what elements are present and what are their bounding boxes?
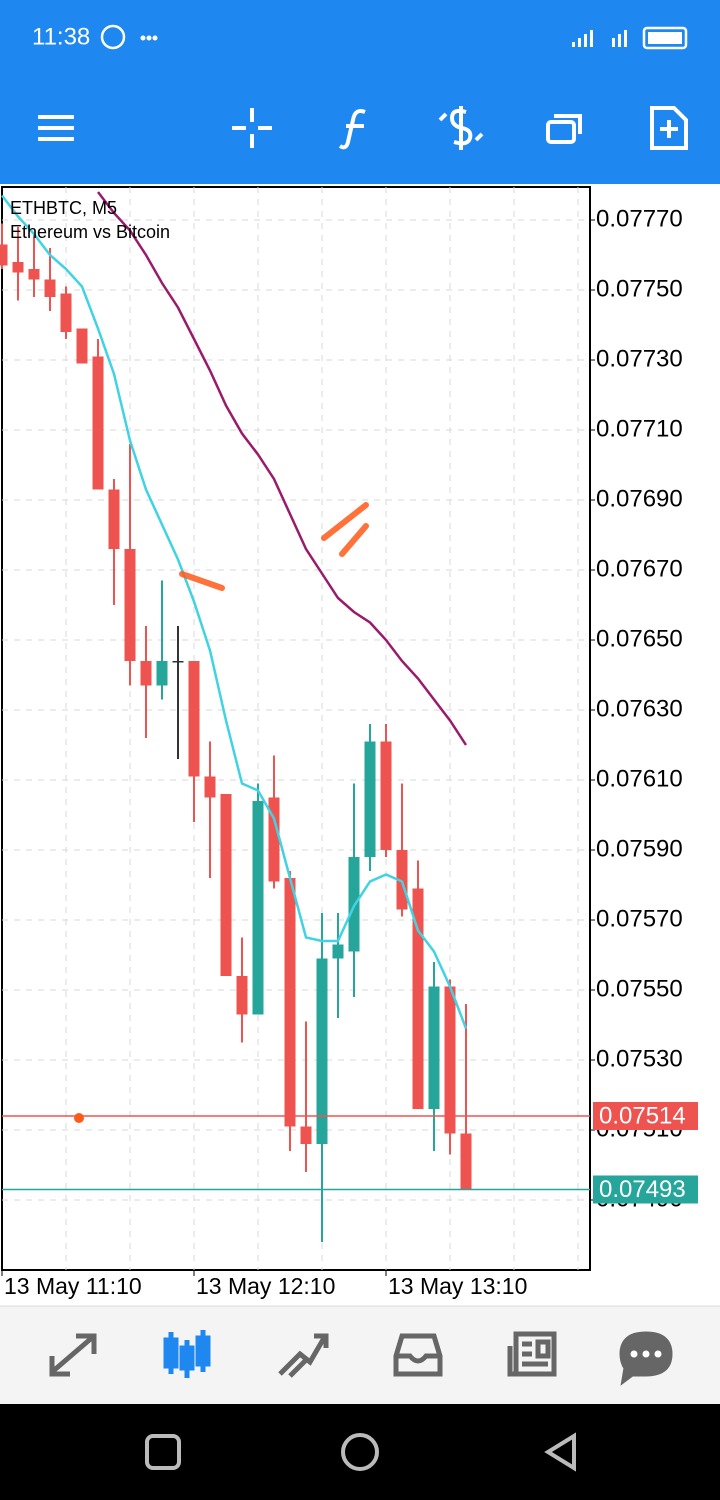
y-tick-label: 0.07530: [596, 1045, 683, 1072]
system-buttons: [145, 1432, 576, 1472]
trade-tab[interactable]: [278, 1333, 329, 1378]
system-nav: [0, 1404, 720, 1500]
candle-body: [44, 279, 56, 297]
chart-title: ETHBTC, M5: [10, 198, 117, 218]
bottom-nav: [0, 1306, 720, 1404]
menu-button[interactable]: [38, 115, 74, 141]
drawing-dot: [74, 1113, 84, 1123]
candle-body: [140, 661, 152, 686]
candle-body: [156, 661, 168, 686]
chart-tab[interactable]: [163, 1330, 211, 1378]
y-tick-label: 0.07610: [596, 765, 683, 792]
toolbar-icons: [38, 106, 688, 150]
status-time: 11:38: [32, 23, 90, 50]
user-drawings: [179, 502, 369, 591]
y-tick-label: 0.07590: [596, 835, 683, 862]
candle-body: [380, 741, 392, 850]
candle-body: [12, 262, 24, 273]
y-tick-label: 0.07730: [596, 345, 683, 372]
candle-body: [92, 356, 104, 490]
candle-body: [204, 776, 216, 798]
back-button[interactable]: [544, 1432, 576, 1472]
y-tick-label: 0.07690: [596, 485, 683, 512]
app-bar: [0, 0, 720, 184]
y-tick-label: 0.07630: [596, 695, 683, 722]
candle-body: [284, 878, 296, 1127]
x-tick-label: 13 May 13:10: [388, 1273, 527, 1299]
recents-button[interactable]: [145, 1434, 181, 1470]
history-tab[interactable]: [393, 1333, 443, 1377]
candle-body: [188, 661, 200, 777]
candle-body: [396, 850, 408, 910]
new-order-button[interactable]: [650, 106, 688, 150]
candle-body: [364, 741, 376, 857]
candle-body: [0, 244, 8, 266]
candle-body: [444, 986, 456, 1134]
y-tick-label: 0.07550: [596, 975, 683, 1002]
candle-body: [28, 269, 40, 280]
crosshair-button[interactable]: [232, 108, 272, 148]
news-tab[interactable]: [507, 1331, 557, 1377]
y-tick-label: 0.07670: [596, 555, 683, 582]
windows-button[interactable]: [546, 114, 582, 144]
candle-body: [300, 1126, 312, 1144]
y-tick-label: 0.07710: [596, 415, 683, 442]
candle-body: [220, 794, 232, 976]
candle-body: [124, 549, 136, 661]
price-label: 0.07514: [599, 1102, 686, 1129]
indicator-line: [1, 194, 468, 1029]
plot-area: [1, 186, 591, 1271]
price-label-box: [593, 1102, 698, 1130]
candle-body: [60, 293, 72, 332]
candle-body: [460, 1133, 472, 1190]
price-label-box: [593, 1175, 698, 1204]
candle-body: [76, 328, 88, 364]
home-button[interactable]: [341, 1433, 379, 1471]
quotes-tab[interactable]: [49, 1333, 97, 1377]
indicator-line: [97, 191, 468, 746]
status-icons: [100, 24, 688, 50]
x-tick-label: 13 May 11:10: [4, 1273, 142, 1299]
candle-body: [236, 976, 248, 1015]
y-tick-label: 0.07570: [596, 905, 683, 932]
candle-body: [108, 489, 120, 549]
nav-icons: [49, 1330, 673, 1386]
trade-button[interactable]: [438, 106, 484, 150]
chart-subtitle: Ethereum vs Bitcoin: [10, 222, 170, 242]
candle-body: [412, 888, 424, 1109]
price-label: 0.07493: [599, 1176, 686, 1203]
indicators-button[interactable]: [338, 109, 366, 150]
candle-body: [268, 797, 280, 882]
y-tick-label: 0.07750: [596, 275, 683, 302]
candle-body: [428, 986, 440, 1109]
candle-body: [172, 661, 184, 663]
x-tick-label: 13 May 12:10: [196, 1273, 335, 1299]
y-tick-label: 0.07770: [596, 205, 683, 232]
candle-body: [252, 801, 264, 1015]
candle-body: [332, 944, 344, 959]
y-tick-label: 0.07650: [596, 625, 683, 652]
candle-body: [316, 958, 328, 1144]
chat-tab[interactable]: [619, 1331, 673, 1386]
marks: [0, 191, 590, 1242]
